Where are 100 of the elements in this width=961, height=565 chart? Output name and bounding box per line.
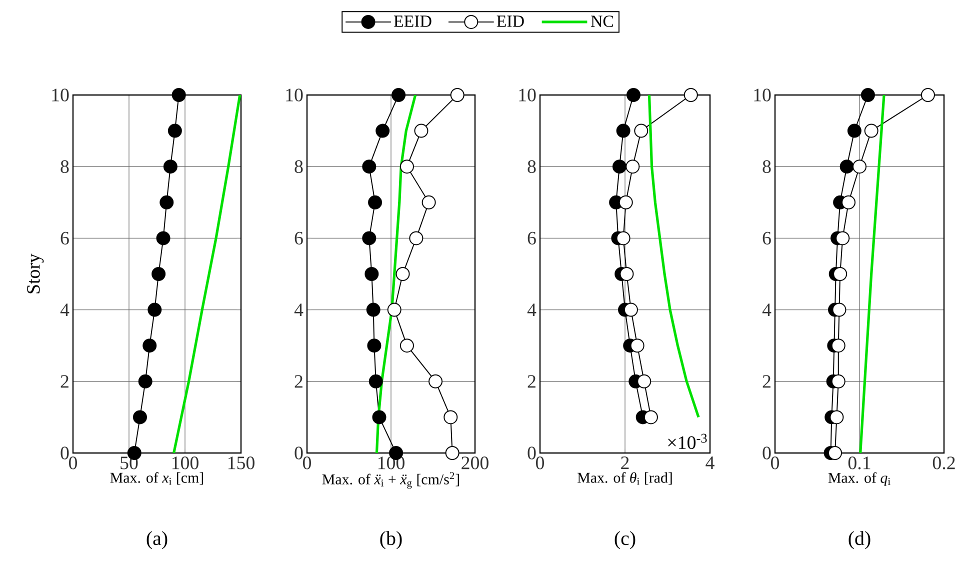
point bbox=[616, 124, 630, 138]
legend-label: NC bbox=[590, 16, 614, 27]
point bbox=[138, 374, 152, 388]
line-series bbox=[172, 94, 241, 453]
x-tick-label: 0 bbox=[68, 456, 77, 470]
point bbox=[400, 338, 414, 353]
point bbox=[142, 338, 157, 353]
point bbox=[620, 267, 634, 281]
point bbox=[396, 267, 410, 281]
point bbox=[152, 267, 166, 281]
y-tick-label: 8 bbox=[528, 160, 536, 173]
point bbox=[400, 160, 414, 174]
point bbox=[362, 231, 376, 246]
x-tick-label: 100 bbox=[172, 456, 198, 470]
point bbox=[132, 410, 147, 424]
point bbox=[367, 338, 382, 353]
y-tick-label: 4 bbox=[294, 304, 304, 316]
y-tick-label: 2 bbox=[60, 375, 68, 388]
legend-label: EEID bbox=[394, 16, 432, 27]
point bbox=[831, 338, 846, 353]
point bbox=[364, 267, 379, 281]
point bbox=[368, 374, 383, 388]
y-tick-label: 6 bbox=[60, 232, 69, 245]
y-tick-label: 8 bbox=[762, 160, 771, 173]
point bbox=[387, 302, 402, 317]
point bbox=[624, 302, 638, 317]
point bbox=[445, 446, 460, 460]
point bbox=[842, 195, 856, 210]
y-tick-label: 6 bbox=[762, 232, 771, 245]
point bbox=[372, 410, 386, 424]
y-tick-label: 0 bbox=[60, 446, 69, 460]
y-tick-label: 4 bbox=[762, 304, 772, 316]
y-tick-label: 4 bbox=[527, 304, 536, 316]
y-tick-label: 2 bbox=[762, 375, 770, 388]
point bbox=[160, 195, 174, 210]
x-tick-label: 2 bbox=[621, 456, 629, 470]
y-tick-label: 0 bbox=[528, 446, 536, 460]
y-tick-label: 8 bbox=[294, 160, 303, 173]
point bbox=[148, 302, 162, 317]
point bbox=[618, 195, 633, 210]
point bbox=[836, 231, 850, 246]
x-axis-title: Max. of x$_{i}$ [cm] bbox=[110, 472, 204, 485]
y-tick-label: 10 bbox=[286, 88, 303, 102]
point bbox=[156, 231, 170, 246]
x-tick-label: 0 bbox=[536, 456, 544, 470]
x-tick-label: 0 bbox=[770, 456, 780, 470]
x-axis-title: Max. of q$_{i}$ bbox=[828, 472, 890, 486]
y-axis-title: Story bbox=[27, 254, 44, 294]
point bbox=[847, 124, 862, 138]
y-tick-label: 10 bbox=[52, 88, 69, 102]
point bbox=[168, 124, 182, 138]
x-tick-label: 0.1 bbox=[848, 456, 870, 470]
point bbox=[376, 124, 390, 138]
y-tick-label: 0 bbox=[294, 446, 303, 460]
y-tick-label: 6 bbox=[294, 232, 303, 245]
point bbox=[833, 267, 848, 281]
y-tick-label: 2 bbox=[294, 375, 302, 388]
y-tick-label: 10 bbox=[519, 88, 536, 102]
x-tick-label: 200 bbox=[462, 456, 488, 470]
point bbox=[392, 88, 406, 102]
point bbox=[864, 124, 878, 138]
point bbox=[831, 374, 846, 388]
y-tick-label: 8 bbox=[60, 160, 69, 173]
x-tick-label: 4 bbox=[706, 456, 714, 469]
point bbox=[830, 410, 844, 424]
point bbox=[860, 88, 875, 102]
x-tick-label: 0.2 bbox=[932, 456, 955, 470]
point bbox=[840, 160, 854, 174]
point bbox=[368, 195, 382, 210]
point bbox=[630, 338, 644, 353]
point bbox=[626, 88, 641, 102]
text: (d) bbox=[848, 531, 870, 550]
point bbox=[832, 302, 846, 317]
x-tick-label: 150 bbox=[228, 456, 254, 470]
y-tick-label: 6 bbox=[528, 232, 536, 245]
point bbox=[172, 88, 186, 102]
point bbox=[409, 231, 424, 246]
y-tick-label: 4 bbox=[60, 304, 70, 316]
point bbox=[616, 231, 630, 246]
point bbox=[626, 160, 640, 174]
point bbox=[366, 302, 380, 317]
point bbox=[612, 160, 626, 174]
point bbox=[637, 374, 652, 388]
point bbox=[644, 410, 658, 424]
point bbox=[444, 410, 458, 424]
y-tick-label: 2 bbox=[528, 375, 536, 388]
point bbox=[684, 88, 698, 102]
point bbox=[852, 160, 867, 174]
y-tick-label: 0 bbox=[762, 446, 771, 460]
text: (c) bbox=[614, 531, 636, 550]
text: (b) bbox=[380, 531, 402, 550]
point bbox=[920, 88, 935, 102]
point bbox=[414, 124, 428, 138]
point bbox=[634, 124, 648, 138]
point bbox=[422, 195, 436, 210]
annotation: ×10$^{-3}$ bbox=[668, 434, 707, 450]
point bbox=[828, 446, 842, 460]
text: (a) bbox=[146, 531, 168, 550]
y-tick-label: 10 bbox=[754, 88, 771, 102]
x-axis-title: Max. of θ$_{i}$ [rad] bbox=[578, 472, 672, 485]
